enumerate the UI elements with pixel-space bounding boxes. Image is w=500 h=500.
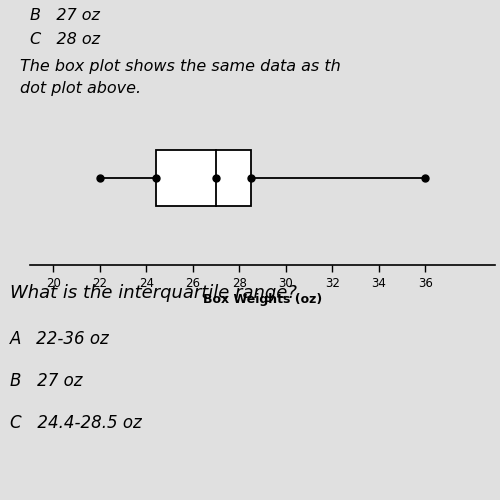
Text: C   24.4-28.5 oz: C 24.4-28.5 oz <box>10 414 142 432</box>
Text: What is the interquartile range?: What is the interquartile range? <box>10 284 297 302</box>
Text: dot plot above.: dot plot above. <box>20 81 141 96</box>
Text: A   22-36 oz: A 22-36 oz <box>10 330 110 347</box>
Text: C   28 oz: C 28 oz <box>30 32 100 48</box>
FancyBboxPatch shape <box>156 150 251 206</box>
Text: The box plot shows the same data as th: The box plot shows the same data as th <box>20 58 341 74</box>
X-axis label: Box Weights (oz): Box Weights (oz) <box>203 292 322 306</box>
Text: B   27 oz: B 27 oz <box>30 8 100 22</box>
Text: B   27 oz: B 27 oz <box>10 372 83 390</box>
